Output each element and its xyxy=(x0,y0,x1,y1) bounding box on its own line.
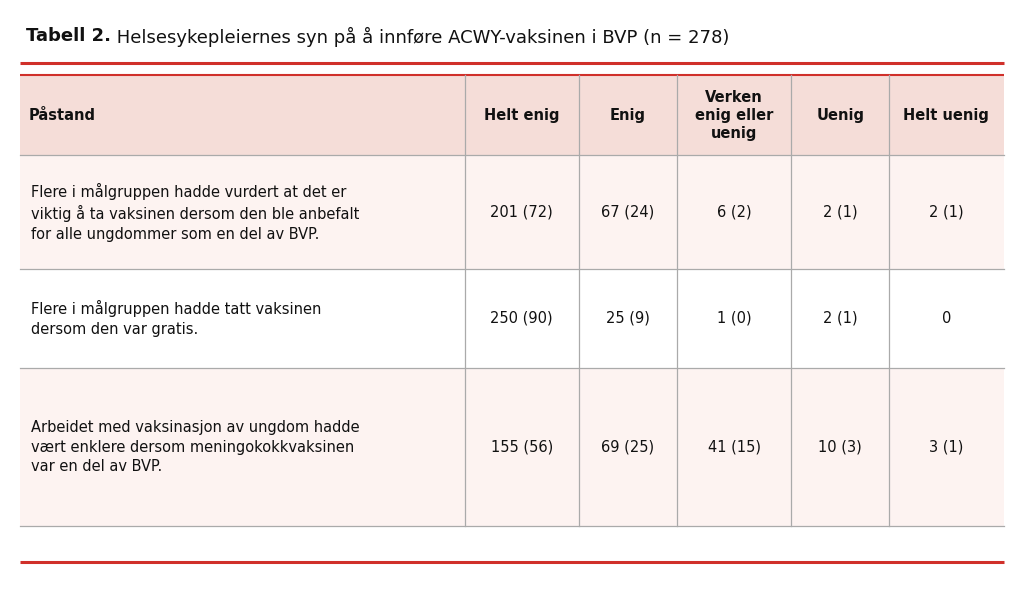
Text: Helt uenig: Helt uenig xyxy=(903,108,989,123)
Text: Enig: Enig xyxy=(610,108,646,123)
Bar xyxy=(20,155,1004,269)
Bar xyxy=(20,368,1004,526)
Text: Påstand: Påstand xyxy=(29,108,95,123)
Text: 69 (25): 69 (25) xyxy=(601,440,654,454)
Text: Flere i målgruppen hadde tatt vaksinen
dersom den var gratis.: Flere i målgruppen hadde tatt vaksinen d… xyxy=(31,300,322,337)
Text: Tabell 2.: Tabell 2. xyxy=(26,27,111,45)
Text: 201 (72): 201 (72) xyxy=(490,205,553,220)
Text: Helsesykepleiernes syn på å innføre ACWY-vaksinen i BVP (n = 278): Helsesykepleiernes syn på å innføre ACWY… xyxy=(111,27,729,47)
Bar xyxy=(20,269,1004,368)
Text: Uenig: Uenig xyxy=(816,108,864,123)
Text: 0: 0 xyxy=(942,311,951,326)
Text: Arbeidet med vaksinasjon av ungdom hadde
vært enklere dersom meningokokkvaksinen: Arbeidet med vaksinasjon av ungdom hadde… xyxy=(31,420,359,474)
Text: 10 (3): 10 (3) xyxy=(818,440,862,454)
Text: Flere i målgruppen hadde vurdert at det er
viktig å ta vaksinen dersom den ble a: Flere i målgruppen hadde vurdert at det … xyxy=(31,182,359,242)
Text: 25 (9): 25 (9) xyxy=(606,311,650,326)
Text: 2 (1): 2 (1) xyxy=(929,205,964,220)
Text: 155 (56): 155 (56) xyxy=(490,440,553,454)
Text: 41 (15): 41 (15) xyxy=(708,440,761,454)
Text: Verken
enig eller
uenig: Verken enig eller uenig xyxy=(695,90,773,141)
Text: 1 (0): 1 (0) xyxy=(717,311,752,326)
Text: 250 (90): 250 (90) xyxy=(490,311,553,326)
Text: 67 (24): 67 (24) xyxy=(601,205,654,220)
Text: 6 (2): 6 (2) xyxy=(717,205,752,220)
Text: Helt enig: Helt enig xyxy=(484,108,559,123)
Text: 3 (1): 3 (1) xyxy=(929,440,964,454)
Text: 2 (1): 2 (1) xyxy=(823,311,857,326)
Bar xyxy=(20,75,1004,155)
Text: 2 (1): 2 (1) xyxy=(823,205,857,220)
